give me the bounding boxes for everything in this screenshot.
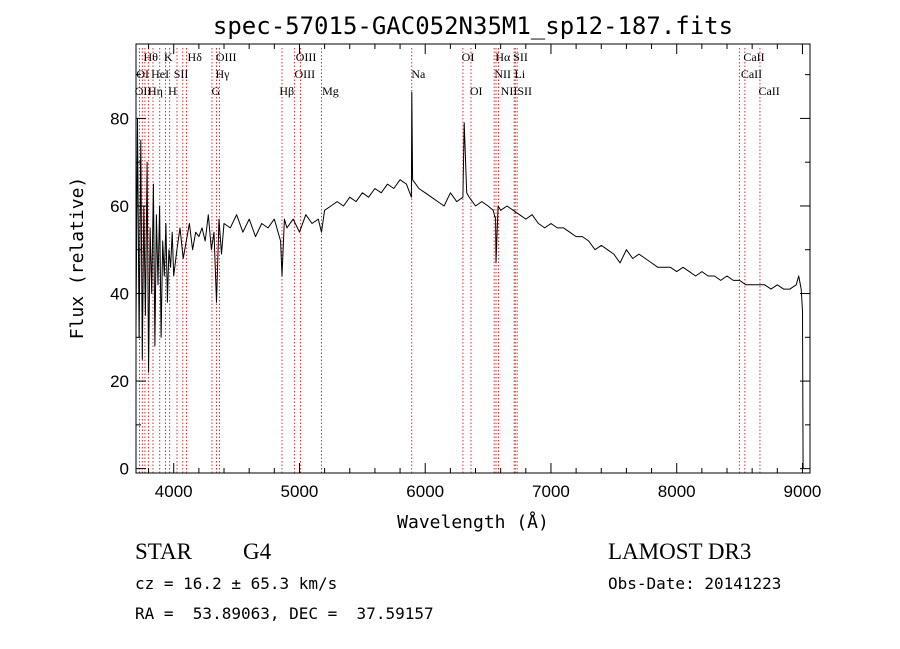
- y-tick-label: 80: [110, 109, 129, 128]
- line-label-22: Hβ: [279, 84, 294, 98]
- survey-name: LAMOST DR3: [608, 539, 752, 564]
- line-label-6: Hα: [495, 50, 511, 64]
- line-label-12: Hγ: [215, 67, 230, 81]
- spectrum-line: [135, 91, 804, 469]
- y-axis: 0 20 40 60 80: [110, 74, 810, 479]
- object-subclass: G4: [243, 539, 272, 564]
- line-label-13: OIII: [294, 67, 315, 81]
- y-tick-label: 0: [120, 460, 129, 479]
- line-label-2: Hδ: [188, 50, 203, 64]
- line-label-4: OIII: [296, 50, 317, 64]
- line-label-3: OIII: [216, 50, 237, 64]
- x-tick-label: 8000: [658, 482, 696, 501]
- line-label-1: K: [164, 50, 173, 64]
- line-label-17: CaII: [741, 67, 762, 81]
- line-label-20: H: [168, 84, 177, 98]
- line-label-15: NII: [494, 67, 511, 81]
- line-label-7: SII: [513, 50, 528, 64]
- line-markers: [138, 48, 761, 473]
- x-tick-label: 9000: [784, 482, 822, 501]
- line-label-9: OI: [136, 67, 149, 81]
- line-label-5: OI: [462, 50, 475, 64]
- line-label-21: G: [211, 84, 220, 98]
- line-label-23: Mg: [322, 84, 339, 98]
- y-tick-label: 40: [110, 285, 129, 304]
- y-axis-label: Flux (relative): [67, 177, 88, 340]
- line-label-25: NIISII: [501, 84, 532, 98]
- object-class: STAR: [135, 539, 192, 564]
- observation-date: Obs-Date: 20141223: [608, 574, 782, 593]
- line-label-18: OII: [135, 84, 152, 98]
- x-tick-label: 4000: [155, 482, 193, 501]
- plot-frame: [135, 43, 811, 474]
- line-label-0: Hθ: [144, 50, 159, 64]
- chart-title: spec-57015-GAC052N35M1_sp12-187.fits: [213, 12, 733, 40]
- x-tick-label: 7000: [532, 482, 570, 501]
- line-label-11: SII: [174, 67, 189, 81]
- y-tick-label: 60: [110, 197, 129, 216]
- line-label-8: CaII: [743, 50, 764, 64]
- x-axis-label: Wavelength (Å): [397, 511, 549, 533]
- spectrum-plot: [135, 91, 804, 469]
- line-label-19: Hη: [148, 84, 163, 98]
- line-label-26: CaII: [758, 84, 779, 98]
- x-tick-label: 6000: [406, 482, 444, 501]
- line-label-10: HeI: [151, 67, 169, 81]
- coordinates: RA = 53.89063, DEC = 37.59157: [135, 604, 434, 623]
- redshift-velocity: cz = 16.2 ± 65.3 km/s: [135, 574, 338, 593]
- line-label-24: OI: [470, 84, 483, 98]
- y-tick-label: 20: [110, 372, 129, 391]
- line-label-14: Na: [411, 67, 426, 81]
- x-tick-label: 5000: [281, 482, 319, 501]
- line-label-16: Li: [514, 67, 525, 81]
- x-axis: 4000 5000 6000 7000 8000 9000: [148, 44, 822, 501]
